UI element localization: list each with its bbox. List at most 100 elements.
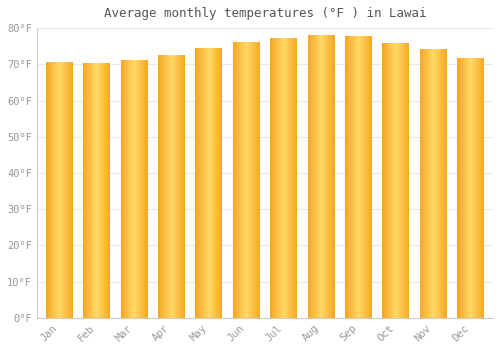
Bar (180, 55, 181, 318)
Bar (135, 60, 136, 318)
Bar (368, 36, 370, 318)
Bar (141, 60, 142, 318)
Bar (458, 58, 459, 318)
Bar (440, 49, 441, 318)
Bar (162, 55, 163, 318)
Bar (382, 43, 383, 318)
Bar (471, 58, 472, 318)
Bar (388, 43, 389, 318)
Bar (445, 49, 446, 318)
Bar (406, 43, 407, 318)
Bar (476, 58, 477, 318)
Bar (321, 35, 322, 318)
Bar (393, 43, 394, 318)
Bar (296, 38, 297, 318)
Bar (408, 43, 410, 318)
Bar (385, 43, 386, 318)
Bar (197, 48, 198, 318)
Bar (84, 63, 85, 318)
Bar (324, 35, 325, 318)
Bar (86, 63, 87, 318)
Bar (250, 42, 251, 318)
Bar (174, 55, 176, 318)
Bar (370, 36, 371, 318)
Bar (433, 49, 434, 318)
Bar (243, 42, 244, 318)
Bar (136, 60, 137, 318)
Bar (423, 49, 424, 318)
Bar (201, 48, 202, 318)
Bar (270, 38, 272, 318)
Bar (215, 48, 216, 318)
Bar (251, 42, 252, 318)
Bar (392, 43, 393, 318)
Bar (470, 58, 471, 318)
Bar (284, 38, 286, 318)
Bar (134, 60, 135, 318)
Bar (311, 35, 312, 318)
Bar (446, 49, 447, 318)
Bar (179, 55, 180, 318)
Bar (367, 36, 368, 318)
Bar (468, 58, 469, 318)
Bar (182, 55, 183, 318)
Bar (358, 36, 359, 318)
Bar (213, 48, 214, 318)
Bar (288, 38, 289, 318)
Bar (420, 49, 421, 318)
Bar (287, 38, 288, 318)
Bar (246, 42, 247, 318)
Bar (361, 36, 362, 318)
Bar (178, 55, 179, 318)
Bar (85, 63, 86, 318)
Bar (459, 58, 460, 318)
Bar (437, 49, 438, 318)
Bar (130, 60, 131, 318)
Bar (346, 36, 347, 318)
Bar (145, 60, 146, 318)
Bar (310, 35, 311, 318)
Bar (357, 36, 358, 318)
Bar (425, 49, 426, 318)
Bar (394, 43, 395, 318)
Bar (398, 43, 399, 318)
Bar (53, 62, 54, 318)
Bar (207, 48, 208, 318)
Bar (482, 58, 483, 318)
Bar (276, 38, 277, 318)
Bar (56, 62, 57, 318)
Bar (71, 62, 72, 318)
Bar (60, 62, 61, 318)
Bar (107, 63, 108, 318)
Bar (66, 62, 67, 318)
Bar (347, 36, 348, 318)
Bar (182, 55, 184, 318)
Bar (404, 43, 405, 318)
Bar (97, 63, 98, 318)
Bar (88, 63, 89, 318)
Bar (202, 48, 203, 318)
Bar (240, 42, 241, 318)
Bar (330, 35, 332, 318)
Bar (54, 62, 55, 318)
Bar (257, 42, 258, 318)
Bar (208, 48, 209, 318)
Bar (277, 38, 278, 318)
Bar (211, 48, 212, 318)
Bar (144, 60, 145, 318)
Bar (168, 55, 170, 318)
Title: Average monthly temperatures (°F ) in Lawai: Average monthly temperatures (°F ) in La… (104, 7, 426, 20)
Bar (69, 62, 70, 318)
Bar (285, 38, 286, 318)
Bar (67, 62, 68, 318)
Bar (432, 49, 434, 318)
Bar (198, 48, 199, 318)
Bar (350, 36, 351, 318)
Bar (245, 42, 246, 318)
Bar (275, 38, 276, 318)
Bar (143, 60, 144, 318)
Bar (320, 35, 321, 318)
Bar (210, 48, 211, 318)
Bar (146, 60, 147, 318)
Bar (205, 48, 206, 318)
